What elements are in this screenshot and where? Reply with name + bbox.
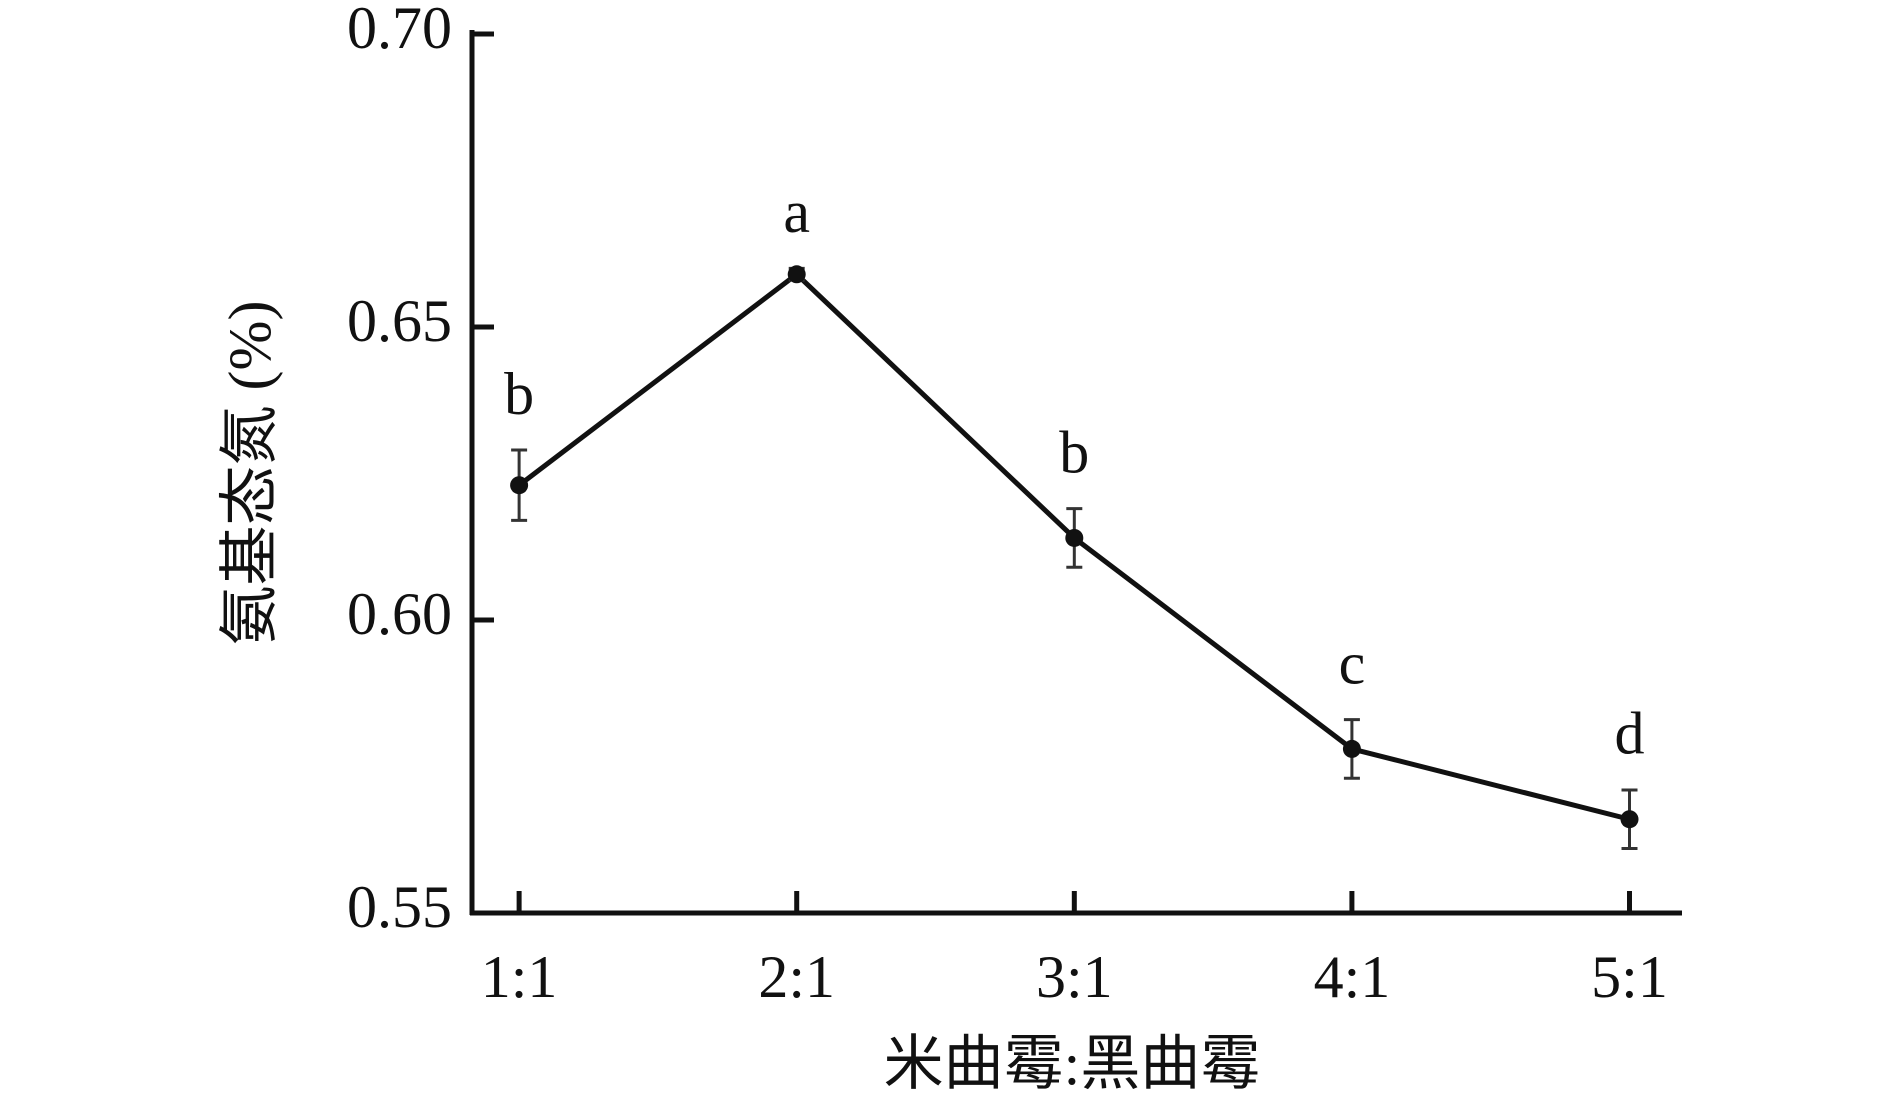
x-tick-label: 3:1 xyxy=(1036,944,1113,1010)
point xyxy=(510,476,529,495)
x-tick-label: 1:1 xyxy=(481,944,558,1010)
x-tick-label: 4:1 xyxy=(1314,944,1391,1010)
y-tick-label: 0.55 xyxy=(347,874,452,940)
significance-label: b xyxy=(504,361,534,427)
x-tick-label: 5:1 xyxy=(1591,944,1668,1010)
y-tick-label: 0.65 xyxy=(347,288,452,354)
significance-label: d xyxy=(1615,701,1645,767)
point xyxy=(1620,810,1639,829)
point xyxy=(1342,739,1361,758)
x-tick-label: 2:1 xyxy=(758,944,835,1010)
y-tick-label: 0.70 xyxy=(347,0,452,61)
significance-label: b xyxy=(1059,419,1089,485)
significance-label: a xyxy=(783,179,810,245)
y-axis-label: 氨基态氮 (%) xyxy=(217,301,283,646)
point xyxy=(1065,528,1084,547)
significance-label: c xyxy=(1339,630,1366,696)
y-tick-label: 0.60 xyxy=(347,581,452,647)
x-axis-label: 米曲霉:黑曲霉 xyxy=(884,1031,1261,1097)
point xyxy=(787,265,806,284)
